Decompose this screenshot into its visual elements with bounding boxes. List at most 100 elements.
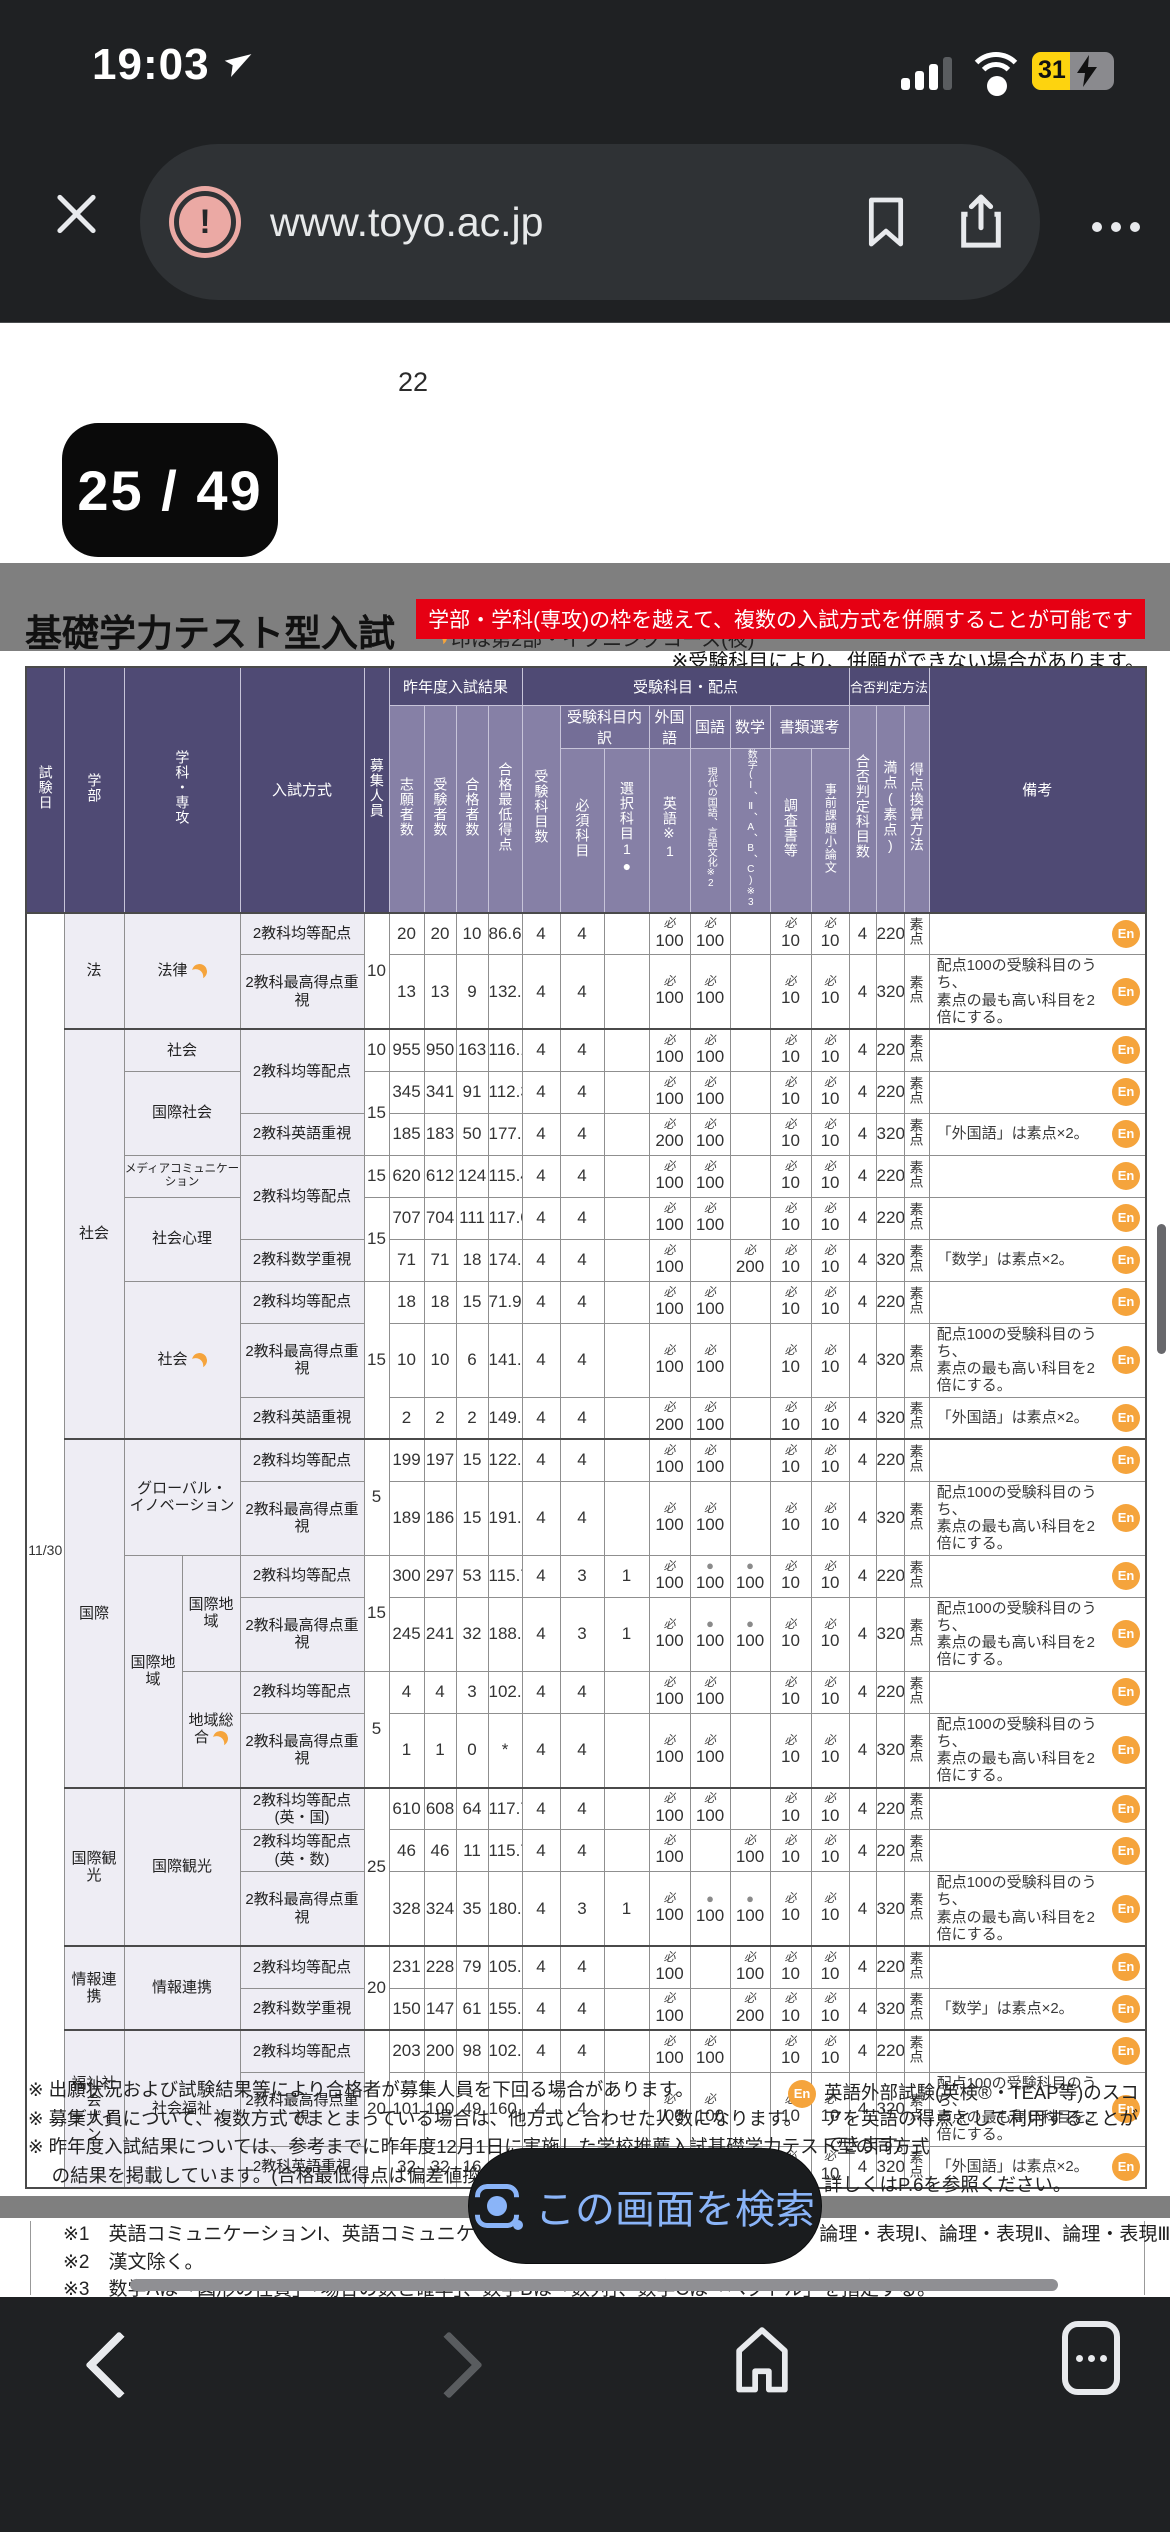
table-cell: 320 xyxy=(875,1238,905,1282)
table-cell: 98 xyxy=(455,2029,489,2073)
table-row: 2教科最高得点重視24524132188.7431必100●100●100必10… xyxy=(26,1596,1147,1672)
table-cell: 297 xyxy=(423,1554,457,1598)
tab-switcher-button[interactable] xyxy=(1062,2321,1120,2395)
table-cell: En xyxy=(928,2029,1147,2073)
table-cell xyxy=(689,1829,731,1872)
department: 情報連携 xyxy=(123,1945,241,2031)
table-cell xyxy=(603,1480,650,1556)
col-examinees: 受験者数 xyxy=(423,704,457,913)
table-cell: En xyxy=(928,1028,1147,1072)
table-cell: 320 xyxy=(875,954,905,1030)
table-cell: 4 xyxy=(848,1480,877,1556)
table-cell xyxy=(603,1238,650,1282)
table-row: 2教科最高得点重視32832435180.6431必100●100●100必10… xyxy=(26,1871,1147,1947)
table-cell xyxy=(729,1112,771,1156)
table-cell: 2教科均等配点 xyxy=(239,1154,365,1240)
home-button[interactable] xyxy=(730,2323,794,2399)
table-cell: 4 xyxy=(521,1154,561,1198)
table-cell: 91 xyxy=(455,1070,489,1114)
table-cell: 2教科均等配点 xyxy=(239,1028,365,1114)
table-cell: 53 xyxy=(455,1554,489,1598)
back-button[interactable] xyxy=(85,2331,153,2399)
table-cell: 102.1 xyxy=(487,1670,523,1714)
location-arrow-icon xyxy=(224,54,251,78)
table-cell: 4 xyxy=(559,1987,605,2031)
more-menu-icon[interactable] xyxy=(1092,222,1140,232)
table-row: 国際地域国際地域2教科均等配点1530029753115.7431必100●10… xyxy=(26,1554,1147,1788)
search-screen-button[interactable]: この画面を検索 xyxy=(468,2148,822,2264)
share-icon[interactable] xyxy=(956,193,1006,251)
table-cell: 4 xyxy=(559,1829,605,1872)
table-cell: 35 xyxy=(455,1871,489,1947)
table-cell: 4 xyxy=(521,1829,561,1872)
table-cell: 112.3 xyxy=(487,1070,523,1114)
table-row: 2教科均等配点 (英・数)464611115.744必100必100必10必10… xyxy=(26,1829,1147,1872)
table-cell: 20 xyxy=(363,2029,390,2189)
table-cell xyxy=(603,954,650,1030)
table-cell: 185 xyxy=(388,1112,425,1156)
table-cell xyxy=(729,954,771,1030)
table-cell: 18 xyxy=(455,1238,489,1282)
browser-toolbar: ! www.toyo.ac.jp xyxy=(0,130,1170,322)
table-cell: 2教科最高得点重視 xyxy=(239,1480,365,1556)
pdf-viewport[interactable]: 22 25 / 49 基礎学力テスト型入試 印は第2部・イブニングコース(夜) … xyxy=(0,322,1170,2298)
english-test-badge: En xyxy=(1112,977,1141,1006)
close-icon[interactable] xyxy=(48,186,104,242)
table-cell: 117.7 xyxy=(487,1786,523,1830)
english-test-badge: En xyxy=(1112,1836,1141,1865)
english-test-badge: En xyxy=(1112,1288,1141,1316)
table-cell: 2教科最高得点重視 xyxy=(239,1871,365,1947)
table-cell: 220 xyxy=(875,1829,905,1872)
vertical-scrollbar[interactable] xyxy=(1157,1224,1166,1354)
english-test-badge: En xyxy=(1112,1736,1141,1764)
english-test-badge: En xyxy=(1112,1120,1141,1148)
table-cell: 素点 xyxy=(903,1238,930,1282)
url-text[interactable]: www.toyo.ac.jp xyxy=(270,198,544,245)
english-test-badge: En xyxy=(1112,2095,1141,2123)
table-cell: 71.9 xyxy=(487,1280,523,1324)
table-cell: 71 xyxy=(388,1238,425,1282)
table-cell: 174.1 xyxy=(487,1238,523,1282)
bottom-toolbar xyxy=(0,2297,1170,2532)
not-secure-icon[interactable]: ! xyxy=(174,191,236,253)
english-test-badge: En xyxy=(1112,1620,1141,1648)
table-cell: 2教科均等配点 xyxy=(239,2029,365,2073)
table-cell: 15 xyxy=(363,1196,390,1282)
table-cell: En xyxy=(928,1280,1147,1324)
bookmark-icon[interactable] xyxy=(864,196,908,248)
table-cell: 4 xyxy=(521,1238,561,1282)
table-cell xyxy=(603,1322,650,1398)
table-cell: 4 xyxy=(559,1070,605,1114)
table-cell: En xyxy=(928,1786,1147,1830)
horizontal-scrollbar[interactable] xyxy=(130,2279,1058,2291)
english-test-badge: En xyxy=(1112,2152,1141,2181)
table-cell: 163 xyxy=(455,1028,489,1072)
forward-button[interactable] xyxy=(415,2331,483,2399)
footnote-line: ※ 出願状況および試験結果等により合格者が募集人員を下回る場合があります。 xyxy=(28,2079,694,2100)
battery-icon: 31 xyxy=(1032,52,1114,90)
url-bar[interactable]: ! www.toyo.ac.jp xyxy=(140,144,1040,300)
table-cell xyxy=(603,1829,650,1872)
table-cell: 15 xyxy=(455,1280,489,1324)
table-cell: 素点 xyxy=(903,1596,930,1672)
col-subject-count: 受験科目数 xyxy=(521,704,561,913)
table-cell: 13 xyxy=(423,954,457,1030)
